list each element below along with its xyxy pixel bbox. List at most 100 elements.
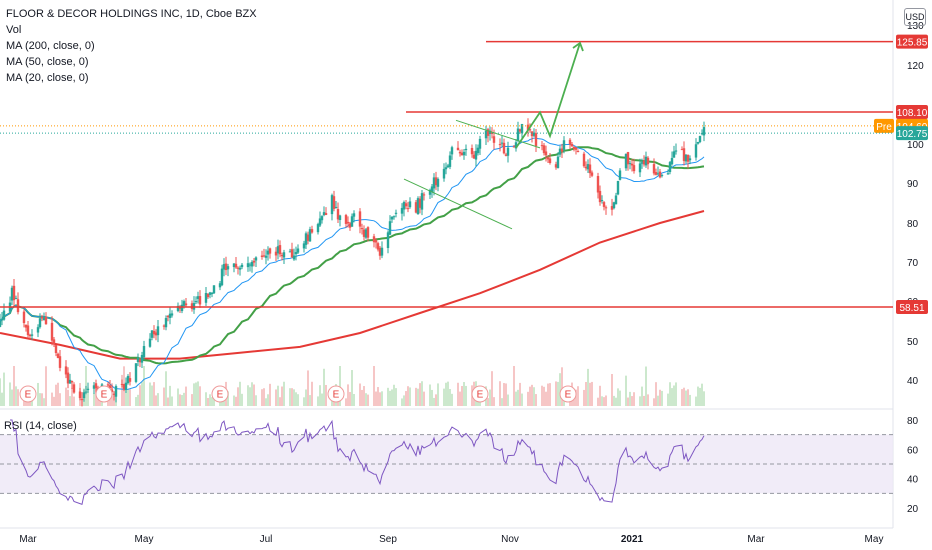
candle-body	[436, 178, 440, 187]
volume-bar	[429, 384, 431, 406]
volume-bar	[541, 385, 543, 406]
candle-body	[180, 304, 184, 312]
volume-bar	[193, 383, 195, 406]
volume-bar	[0, 378, 1, 406]
candle-body	[332, 196, 336, 209]
volume-bar	[43, 398, 45, 406]
candle-body	[556, 156, 560, 169]
candle-body	[366, 227, 370, 238]
volume-bar	[263, 388, 265, 406]
candle-body	[306, 234, 310, 241]
volume-bar	[67, 389, 69, 406]
volume-bar	[601, 396, 603, 406]
volume-bar	[155, 395, 157, 406]
candle-body	[612, 202, 616, 209]
pre-tag-label: Pre	[876, 122, 892, 133]
volume-bar	[293, 389, 295, 406]
candle-body	[0, 318, 4, 320]
candle-body	[148, 338, 152, 347]
candle-body	[68, 379, 72, 384]
volume-bar	[69, 396, 71, 406]
candle-body	[110, 389, 114, 392]
candle-body	[448, 155, 452, 167]
candle-body	[152, 330, 156, 335]
volume-bar	[309, 395, 311, 406]
candle-body	[240, 264, 244, 268]
volume-bar	[199, 386, 201, 406]
candle-body	[322, 212, 326, 216]
candle-body	[386, 232, 390, 249]
volume-bar	[211, 397, 213, 406]
candle-body	[2, 310, 6, 320]
volume-bar	[583, 389, 585, 406]
candle-body	[380, 247, 384, 256]
price-tick-label: 80	[907, 219, 919, 230]
price-tick-label: 130	[907, 21, 924, 32]
volume-bar	[129, 389, 131, 406]
volume-bar	[697, 386, 699, 406]
candle-body	[514, 142, 518, 149]
volume-bar	[135, 397, 137, 406]
candle-body	[246, 263, 250, 268]
candle-body	[36, 327, 40, 333]
volume-bar	[277, 385, 279, 406]
earnings-marker	[327, 385, 345, 403]
volume-bar	[345, 398, 347, 406]
candle-body	[428, 189, 432, 195]
candle-body	[588, 164, 592, 174]
legend-ma200[interactable]: MA (200, close, 0)	[6, 40, 95, 52]
volume-bar	[673, 385, 675, 406]
candle-body	[248, 264, 252, 266]
volume-bar	[633, 392, 635, 406]
candle-body	[320, 216, 324, 221]
candle-body	[82, 392, 86, 399]
candle-body	[40, 316, 44, 319]
candle-body	[114, 386, 118, 397]
time-tick-label: Jul	[260, 534, 273, 545]
candle-body	[598, 190, 602, 203]
candle-body	[304, 233, 308, 245]
rsi-label[interactable]: RSI (14, close)	[4, 420, 77, 432]
candle-body	[140, 355, 144, 363]
candle-body	[532, 132, 536, 136]
candle-body	[344, 215, 348, 224]
legend-ma20[interactable]: MA (20, close, 0)	[6, 72, 89, 84]
candle-body	[378, 247, 382, 256]
candle-body	[470, 147, 474, 155]
volume-bar	[643, 395, 645, 406]
candle-body	[400, 207, 404, 214]
volume-bar	[391, 389, 393, 406]
volume-bar	[549, 383, 551, 406]
candle-body	[584, 166, 588, 169]
candle-body	[134, 363, 138, 382]
candle-body	[376, 243, 380, 250]
candle-body	[596, 176, 600, 193]
candle-body	[500, 142, 504, 144]
candle-body	[106, 384, 110, 386]
candle-body	[504, 154, 508, 156]
volume-bar	[265, 398, 267, 406]
volume-bar	[545, 391, 547, 406]
volume-bar	[353, 393, 355, 406]
volume-bar	[529, 386, 531, 406]
volume-bar	[671, 388, 673, 406]
candle-body	[534, 133, 538, 147]
volume-bar	[533, 387, 535, 406]
volume-bar	[403, 395, 405, 406]
candle-body	[610, 206, 614, 210]
currency-badge[interactable]: USD	[904, 8, 926, 26]
candle-body	[280, 254, 284, 257]
volume-bar	[417, 388, 419, 406]
legend-vol[interactable]: Vol	[6, 24, 22, 36]
volume-bar	[55, 384, 57, 406]
candle-body	[364, 229, 368, 238]
volume-bar	[45, 366, 47, 406]
legend-ma50[interactable]: MA (50, close, 0)	[6, 56, 89, 68]
volume-bar	[615, 397, 617, 406]
volume-bar	[421, 381, 423, 406]
volume-bar	[157, 393, 159, 406]
candle-body	[432, 177, 436, 189]
candle-body	[420, 193, 424, 210]
candle-body	[232, 263, 236, 268]
candle-body	[84, 391, 88, 393]
